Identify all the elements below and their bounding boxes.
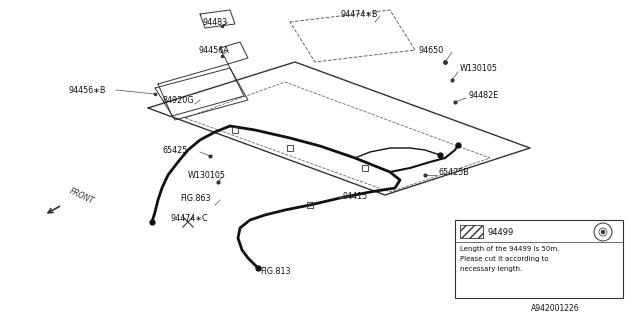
Text: Please cut it according to: Please cut it according to — [460, 256, 548, 262]
Text: 94474∗C: 94474∗C — [170, 213, 207, 222]
Text: 94482E: 94482E — [468, 91, 499, 100]
Text: A942001226: A942001226 — [531, 304, 580, 313]
Text: 94650: 94650 — [418, 45, 444, 54]
Text: 65425B: 65425B — [438, 167, 469, 177]
Text: FRONT: FRONT — [68, 187, 95, 205]
Text: 84920G: 84920G — [162, 95, 193, 105]
Text: necessary length.: necessary length. — [460, 266, 522, 272]
Text: 65425: 65425 — [162, 146, 188, 155]
Text: W130105: W130105 — [460, 63, 498, 73]
Polygon shape — [460, 225, 483, 238]
Text: 94474∗B: 94474∗B — [340, 10, 378, 19]
Text: FIG.863: FIG.863 — [180, 194, 211, 203]
Text: 94483: 94483 — [202, 18, 227, 27]
Text: 94456∗B: 94456∗B — [68, 85, 106, 94]
Text: FIG.813: FIG.813 — [260, 268, 291, 276]
Text: Length of the 94499 is 50m.: Length of the 94499 is 50m. — [460, 246, 559, 252]
Circle shape — [601, 230, 605, 234]
Text: 94456A: 94456A — [198, 45, 228, 54]
Text: 94499: 94499 — [487, 228, 513, 236]
Bar — [455, 220, 623, 298]
Text: 94415: 94415 — [342, 191, 367, 201]
Text: W130105: W130105 — [188, 171, 226, 180]
